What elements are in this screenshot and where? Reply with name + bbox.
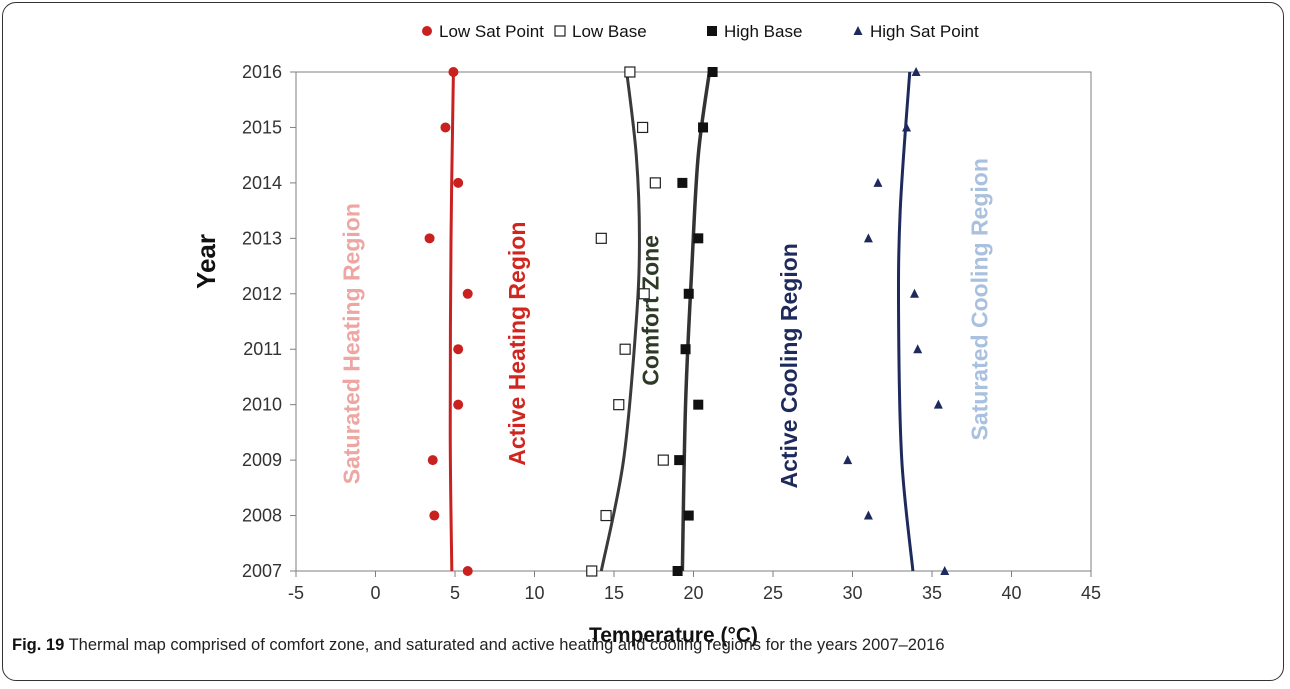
legend-marker	[707, 26, 717, 36]
region-label: Active Cooling Region	[776, 243, 802, 488]
data-point	[677, 177, 688, 188]
x-tick-label: 10	[524, 583, 544, 603]
x-tick-label: 30	[842, 583, 862, 603]
data-point	[657, 454, 669, 466]
trendline	[896, 71, 915, 572]
data-point	[595, 232, 607, 244]
data-point	[453, 177, 464, 188]
data-point	[683, 288, 694, 299]
data-point	[843, 455, 853, 465]
data-point	[619, 343, 631, 355]
data-point	[649, 177, 661, 189]
x-tick-label: 15	[604, 583, 624, 603]
data-point	[624, 66, 636, 78]
data-point	[638, 288, 650, 300]
caption-text: Thermal map comprised of comfort zone, a…	[68, 636, 945, 654]
data-point	[902, 122, 912, 132]
x-axis-title: Temperature (°C)	[589, 624, 758, 647]
y-tick-label: 2014	[242, 173, 282, 193]
data-point	[672, 566, 683, 576]
figure-caption: Fig. 19 Thermal map comprised of comfort…	[12, 636, 945, 655]
legend-marker	[853, 26, 863, 35]
data-point	[693, 399, 704, 410]
trendline	[599, 71, 641, 572]
data-point	[863, 233, 873, 243]
legend-label: High Base	[724, 22, 802, 41]
legend-marker	[554, 25, 566, 37]
data-point	[680, 344, 691, 355]
y-tick-label: 2011	[243, 339, 282, 359]
x-tick-label: 5	[450, 583, 460, 603]
y-tick-label: 2009	[242, 450, 282, 470]
x-tick-label: 20	[683, 583, 703, 603]
data-point	[707, 67, 718, 77]
y-tick-label: 2008	[242, 506, 282, 526]
figure-frame	[2, 2, 1284, 681]
legend-marker	[422, 26, 432, 36]
data-point	[940, 566, 950, 575]
y-tick-label: 2012	[242, 284, 282, 304]
data-point	[637, 121, 649, 134]
data-point	[453, 344, 464, 355]
y-tick-label: 2013	[242, 228, 282, 248]
data-point	[873, 177, 883, 187]
data-point	[448, 67, 459, 77]
data-point	[429, 510, 440, 521]
x-tick-label: 45	[1081, 583, 1101, 603]
region-label: Active Heating Region	[504, 222, 530, 466]
data-point	[462, 288, 473, 299]
legend-label: High Sat Point	[870, 22, 979, 41]
trendline	[680, 71, 712, 572]
x-tick-label: -5	[288, 583, 304, 603]
data-point	[911, 67, 921, 76]
y-tick-label: 2015	[242, 117, 282, 137]
trendline	[448, 71, 455, 572]
x-tick-label: 35	[922, 583, 942, 603]
data-point	[933, 399, 943, 409]
y-tick-label: 2016	[242, 62, 282, 82]
x-tick-label: 40	[1001, 583, 1021, 603]
data-point	[910, 288, 920, 298]
caption-label: Fig. 19	[12, 636, 65, 654]
data-point	[600, 509, 612, 522]
data-point	[440, 122, 451, 133]
data-point	[913, 344, 923, 354]
x-tick-label: 0	[370, 583, 380, 603]
region-label: Saturated Cooling Region	[967, 158, 993, 440]
data-point	[674, 455, 685, 466]
legend-label: Low Base	[572, 22, 647, 41]
region-label: Comfort Zone	[638, 235, 664, 386]
data-point	[427, 455, 438, 466]
data-point	[453, 399, 464, 410]
data-point	[613, 399, 625, 411]
y-tick-label: 2010	[242, 395, 282, 415]
y-tick-label: 2007	[242, 561, 282, 581]
data-point	[462, 566, 473, 576]
data-point	[586, 565, 598, 577]
region-label: Saturated Heating Region	[339, 203, 365, 484]
data-point	[424, 233, 435, 244]
data-point	[698, 122, 709, 133]
data-point	[683, 510, 694, 521]
y-axis-title: Year	[191, 234, 221, 289]
data-point	[693, 233, 704, 244]
data-point	[863, 510, 873, 520]
x-tick-label: 25	[763, 583, 783, 603]
legend-label: Low Sat Point	[439, 22, 544, 41]
